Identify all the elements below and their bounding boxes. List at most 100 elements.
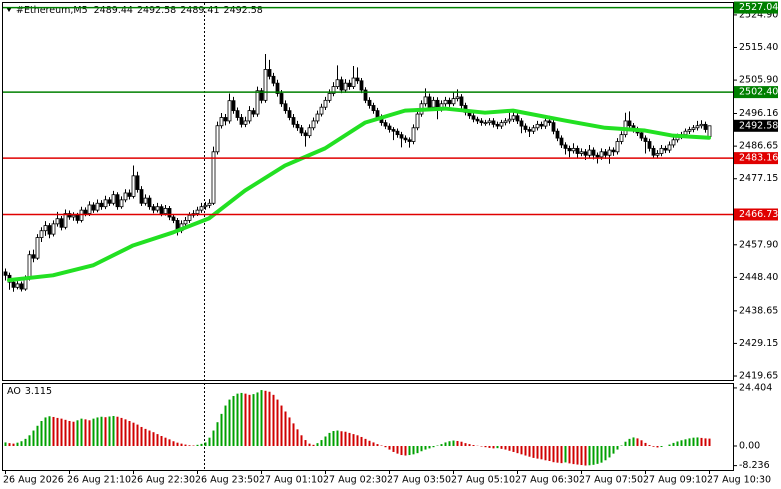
candle-body xyxy=(663,147,668,151)
candle-body xyxy=(599,151,604,158)
candle-body xyxy=(519,120,524,127)
level-label: 2483.16 xyxy=(739,153,778,164)
candle-body xyxy=(343,82,348,91)
open-value: 2489.44 xyxy=(94,5,133,16)
candle-body xyxy=(571,147,576,152)
candle-body xyxy=(351,77,356,88)
candle-body xyxy=(59,218,64,228)
candle-body xyxy=(115,194,120,208)
y-tick-label: 0.00 xyxy=(739,441,760,452)
candle-body xyxy=(499,122,504,127)
candle-body xyxy=(387,125,392,130)
candle-body xyxy=(443,99,448,105)
candle-body xyxy=(31,254,36,259)
candle-body xyxy=(591,149,596,156)
candle-body xyxy=(531,127,536,132)
candle-body xyxy=(3,271,8,276)
candle-body xyxy=(71,214,76,218)
candle-body xyxy=(615,141,620,153)
candle-body xyxy=(235,110,240,118)
candle-body xyxy=(67,213,72,218)
candle-body xyxy=(539,123,544,127)
candle-body xyxy=(279,93,284,105)
candle-body xyxy=(79,209,84,221)
x-tick-label: 27 Aug 01:10 xyxy=(259,475,323,486)
candle-body xyxy=(223,117,228,122)
candle-body xyxy=(187,214,192,221)
candle-body xyxy=(627,120,632,127)
candle-body xyxy=(119,199,124,208)
candle-body xyxy=(451,98,456,105)
ao-name: AO xyxy=(7,386,21,397)
candle-body xyxy=(127,192,132,197)
candle-body xyxy=(323,99,328,108)
x-tick-label: 26 Aug 22:30 xyxy=(131,475,195,486)
candle-body xyxy=(671,139,676,146)
candle-body xyxy=(707,125,712,137)
candle-body xyxy=(151,206,156,211)
candle-body xyxy=(55,218,60,225)
candle-body xyxy=(163,208,168,214)
candle-body xyxy=(207,202,212,206)
candle-body xyxy=(143,197,148,204)
candle-body xyxy=(383,122,388,127)
candle-body xyxy=(367,99,372,106)
candle-body xyxy=(291,117,296,125)
candle-body xyxy=(99,202,104,208)
level-label-bg xyxy=(734,152,778,165)
y-tick-label: 2524.90 xyxy=(739,9,778,20)
candle-body xyxy=(155,206,160,211)
candle-body xyxy=(275,82,280,94)
candle-body xyxy=(483,122,488,125)
candle-body xyxy=(415,113,420,129)
candle-body xyxy=(327,93,332,101)
candle-body xyxy=(255,90,260,115)
candle-body xyxy=(355,77,360,82)
candle-body xyxy=(423,96,428,105)
candle-body xyxy=(651,147,656,156)
chart-header: #Ethereum,M5 2489.44 2492.58 2489.41 2492.58 xyxy=(16,5,263,16)
candle-body xyxy=(399,134,404,139)
candle-body xyxy=(315,113,320,122)
y-tick-label: 2515.40 xyxy=(739,42,778,53)
y-tick-label: 2429.15 xyxy=(739,338,778,349)
candle-body xyxy=(695,125,700,129)
candle-body xyxy=(403,137,408,141)
candle-body xyxy=(667,144,672,151)
candle-body xyxy=(447,99,452,105)
candle-body xyxy=(319,106,324,115)
candle-body xyxy=(395,130,400,136)
candle-body xyxy=(455,96,460,100)
candle-body xyxy=(247,110,252,122)
candle-body xyxy=(683,130,688,136)
candle-body xyxy=(283,103,288,112)
candle-body xyxy=(639,132,644,139)
y-tick-label: 2448.40 xyxy=(739,272,778,283)
candle-body xyxy=(287,110,292,118)
candle-body xyxy=(371,105,376,112)
candle-body xyxy=(427,96,432,108)
x-tick-label: 26 Aug 2026 xyxy=(3,475,64,486)
candle-body xyxy=(27,254,32,280)
candle-body xyxy=(335,79,340,88)
candle-body xyxy=(295,123,300,129)
candle-body xyxy=(655,153,660,156)
candle-body xyxy=(411,127,416,142)
candle-body xyxy=(495,123,500,127)
close-value: 2492.58 xyxy=(224,5,263,16)
candle-body xyxy=(643,137,648,142)
x-tick-label: 27 Aug 06:30 xyxy=(515,475,579,486)
candle-body xyxy=(563,144,568,149)
candle-body xyxy=(43,225,48,232)
candle-body xyxy=(167,208,172,218)
candle-body xyxy=(75,214,80,221)
candle-body xyxy=(331,86,336,94)
candle-body xyxy=(147,197,152,208)
candle-body xyxy=(199,206,204,211)
x-tick-label: 27 Aug 03:50 xyxy=(387,475,451,486)
y-tick-label: 2457.90 xyxy=(739,239,778,250)
candle-body xyxy=(375,110,380,118)
candle-body xyxy=(171,216,176,221)
candle-body xyxy=(699,123,704,127)
candle-body xyxy=(595,154,600,158)
